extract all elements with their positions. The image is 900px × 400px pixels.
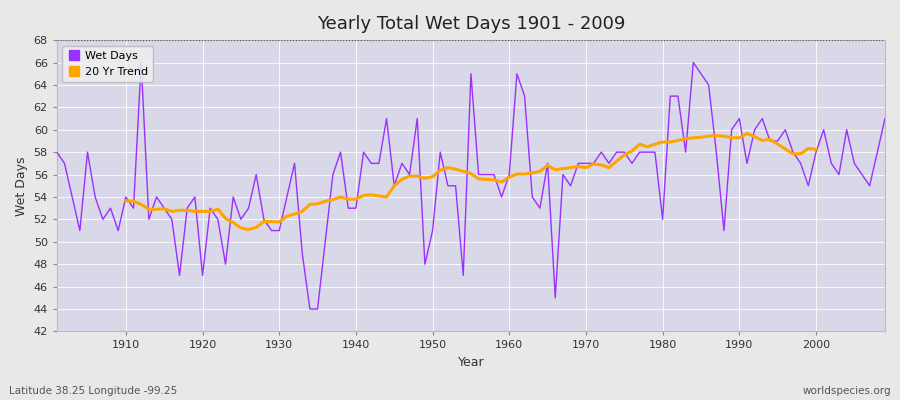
Text: Latitude 38.25 Longitude -99.25: Latitude 38.25 Longitude -99.25 bbox=[9, 386, 177, 396]
Text: worldspecies.org: worldspecies.org bbox=[803, 386, 891, 396]
Legend: Wet Days, 20 Yr Trend: Wet Days, 20 Yr Trend bbox=[62, 46, 153, 82]
Title: Yearly Total Wet Days 1901 - 2009: Yearly Total Wet Days 1901 - 2009 bbox=[317, 15, 626, 33]
X-axis label: Year: Year bbox=[457, 356, 484, 369]
Y-axis label: Wet Days: Wet Days bbox=[15, 156, 28, 216]
